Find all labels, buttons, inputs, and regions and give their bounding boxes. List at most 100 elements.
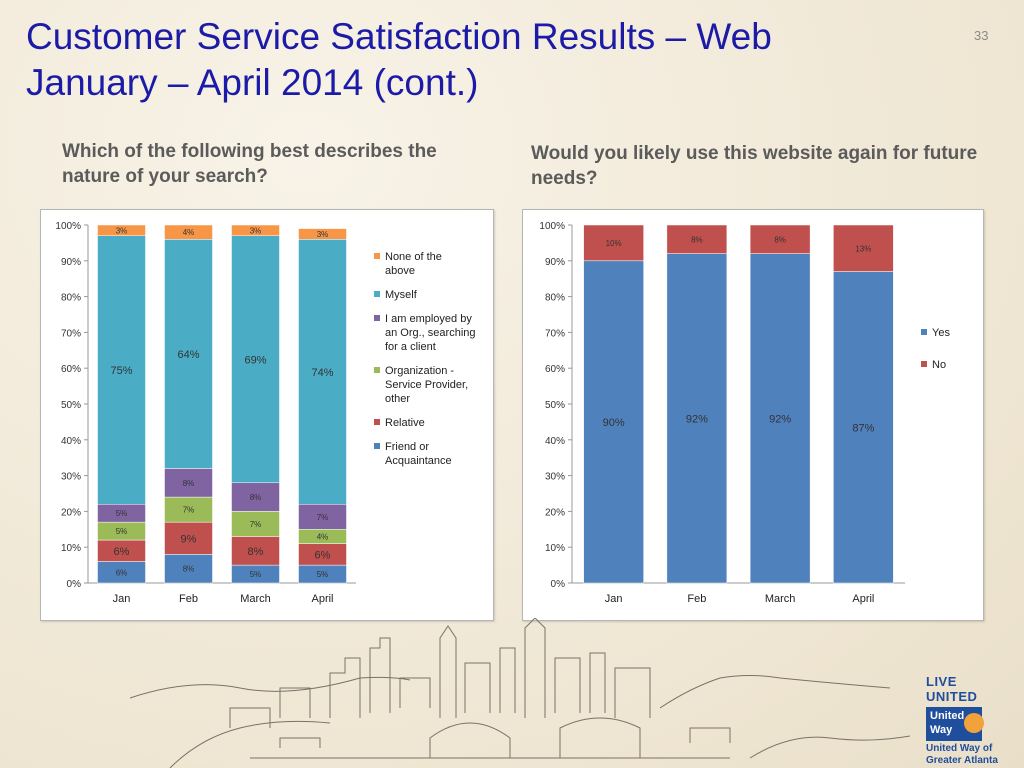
bar-segment — [164, 521, 213, 555]
bar-segment — [164, 554, 213, 584]
data-label: 5% — [116, 527, 128, 536]
slide-title: Customer Service Satisfaction Results – … — [26, 14, 926, 106]
legend-label: Acquaintance — [385, 455, 452, 467]
y-tick-label: 10% — [545, 543, 565, 554]
y-tick-label: 30% — [61, 472, 81, 483]
y-tick-label: 40% — [61, 436, 81, 447]
y-tick-label: 90% — [61, 257, 81, 268]
legend-label: other — [385, 393, 410, 405]
data-label: 7% — [317, 513, 329, 522]
x-tick-label: Jan — [605, 593, 623, 605]
data-label: 7% — [183, 506, 195, 515]
logo-tagline: LIVE UNITED — [926, 674, 978, 704]
data-label: 13% — [855, 244, 871, 253]
bar-segment — [833, 224, 894, 272]
y-tick-label: 90% — [545, 257, 565, 268]
legend-swatch — [921, 329, 927, 335]
data-label: 64% — [177, 349, 199, 361]
data-label: 8% — [183, 565, 195, 574]
bar-segment — [749, 253, 811, 584]
y-tick-label: 80% — [545, 293, 565, 304]
y-tick-label: 60% — [545, 364, 565, 375]
data-label: 5% — [250, 570, 262, 579]
bar-segment — [231, 224, 280, 236]
y-tick-label: 100% — [55, 221, 81, 232]
legend-label: Organization - — [385, 365, 454, 377]
data-label: 8% — [248, 546, 264, 558]
data-label: 9% — [181, 533, 197, 545]
data-label: 92% — [769, 413, 791, 425]
bar-segment — [231, 235, 280, 484]
x-tick-label: April — [311, 593, 333, 605]
legend-label: I am employed by — [385, 313, 472, 325]
legend-label: above — [385, 265, 415, 277]
bar-segment — [666, 253, 728, 584]
right-question: Would you likely use this website again … — [531, 143, 978, 189]
data-label: 3% — [250, 226, 262, 235]
data-label: 5% — [116, 509, 128, 518]
legend-swatch — [921, 361, 927, 367]
y-tick-label: 0% — [551, 579, 566, 590]
data-label: 3% — [116, 226, 128, 235]
helping-hand-icon — [964, 713, 984, 733]
y-tick-label: 100% — [539, 221, 565, 232]
logo-mark: United Way — [926, 707, 984, 741]
x-tick-label: Jan — [113, 593, 131, 605]
logo-org-name: United Way of Greater Atlanta — [926, 743, 1012, 767]
legend-swatch — [374, 419, 380, 425]
y-tick-label: 30% — [545, 472, 565, 483]
logo-mark-line-1: United — [930, 710, 965, 722]
data-label: 87% — [852, 422, 874, 434]
use-again-chart-svg: 0% 10% 20% 30% 40% 50% 60% 70% 80% 90% 100% 90% 10% J… — [539, 221, 950, 605]
y-tick-label: 20% — [61, 507, 81, 518]
data-label: 6% — [116, 568, 128, 577]
title-line-2: January – April 2014 (cont.) — [26, 62, 479, 103]
data-label: 4% — [317, 532, 329, 541]
bar-segment — [231, 536, 280, 566]
data-label: 8% — [774, 235, 786, 244]
data-label: 69% — [244, 354, 266, 366]
data-label: 74% — [311, 367, 333, 379]
bar-segment — [583, 224, 644, 262]
data-label: 8% — [183, 479, 195, 488]
legend-swatch — [374, 367, 380, 373]
legend-swatch — [374, 315, 380, 321]
legend-label: for a client — [385, 341, 436, 353]
bar-segment — [164, 496, 213, 523]
y-tick-label: 60% — [61, 364, 81, 375]
legend-swatch — [374, 443, 380, 449]
data-label: 75% — [110, 365, 132, 377]
legend-label: an Org., searching — [385, 327, 476, 339]
bar-segment — [666, 224, 728, 254]
bar-segment — [583, 260, 644, 584]
slide-number: 33 — [974, 28, 989, 43]
legend-label: None of the — [385, 251, 442, 263]
legend-label: Friend or — [385, 441, 429, 453]
bar-segment — [231, 511, 280, 537]
legend-swatch — [374, 253, 380, 259]
y-tick-label: 50% — [61, 400, 81, 411]
logo-mark-line-2: Way — [930, 724, 953, 736]
bar-segment — [749, 224, 811, 254]
logo-org-line-2: Greater Atlanta — [926, 755, 998, 766]
bar-segment — [833, 271, 894, 584]
bar-segment — [164, 239, 213, 469]
x-tick-label: April — [852, 593, 874, 605]
data-label: 10% — [606, 239, 622, 248]
bar-segment — [164, 224, 213, 240]
use-again-chart: 0% 10% 20% 30% 40% 50% 60% 70% 80% 90% 100% 90% 10% J… — [522, 209, 984, 621]
data-label: 3% — [317, 230, 329, 239]
legend-swatch — [374, 291, 380, 297]
y-tick-label: 10% — [61, 543, 81, 554]
data-label: 7% — [250, 520, 262, 529]
y-tick-label: 70% — [61, 328, 81, 339]
y-tick-label: 0% — [67, 579, 82, 590]
legend-label: Yes — [932, 327, 950, 339]
search-nature-chart-svg: 0% 10% 20% 30% 40% 50% 60% 70% 80% 90% 100% 6% 6% 5% 5… — [55, 221, 476, 605]
x-tick-label: March — [240, 593, 271, 605]
y-tick-label: 50% — [545, 400, 565, 411]
data-label: 6% — [114, 546, 130, 558]
y-tick-label: 20% — [545, 507, 565, 518]
logo-org-line-1: United Way of — [926, 743, 993, 754]
left-question: Which of the following best describes th… — [62, 141, 437, 187]
